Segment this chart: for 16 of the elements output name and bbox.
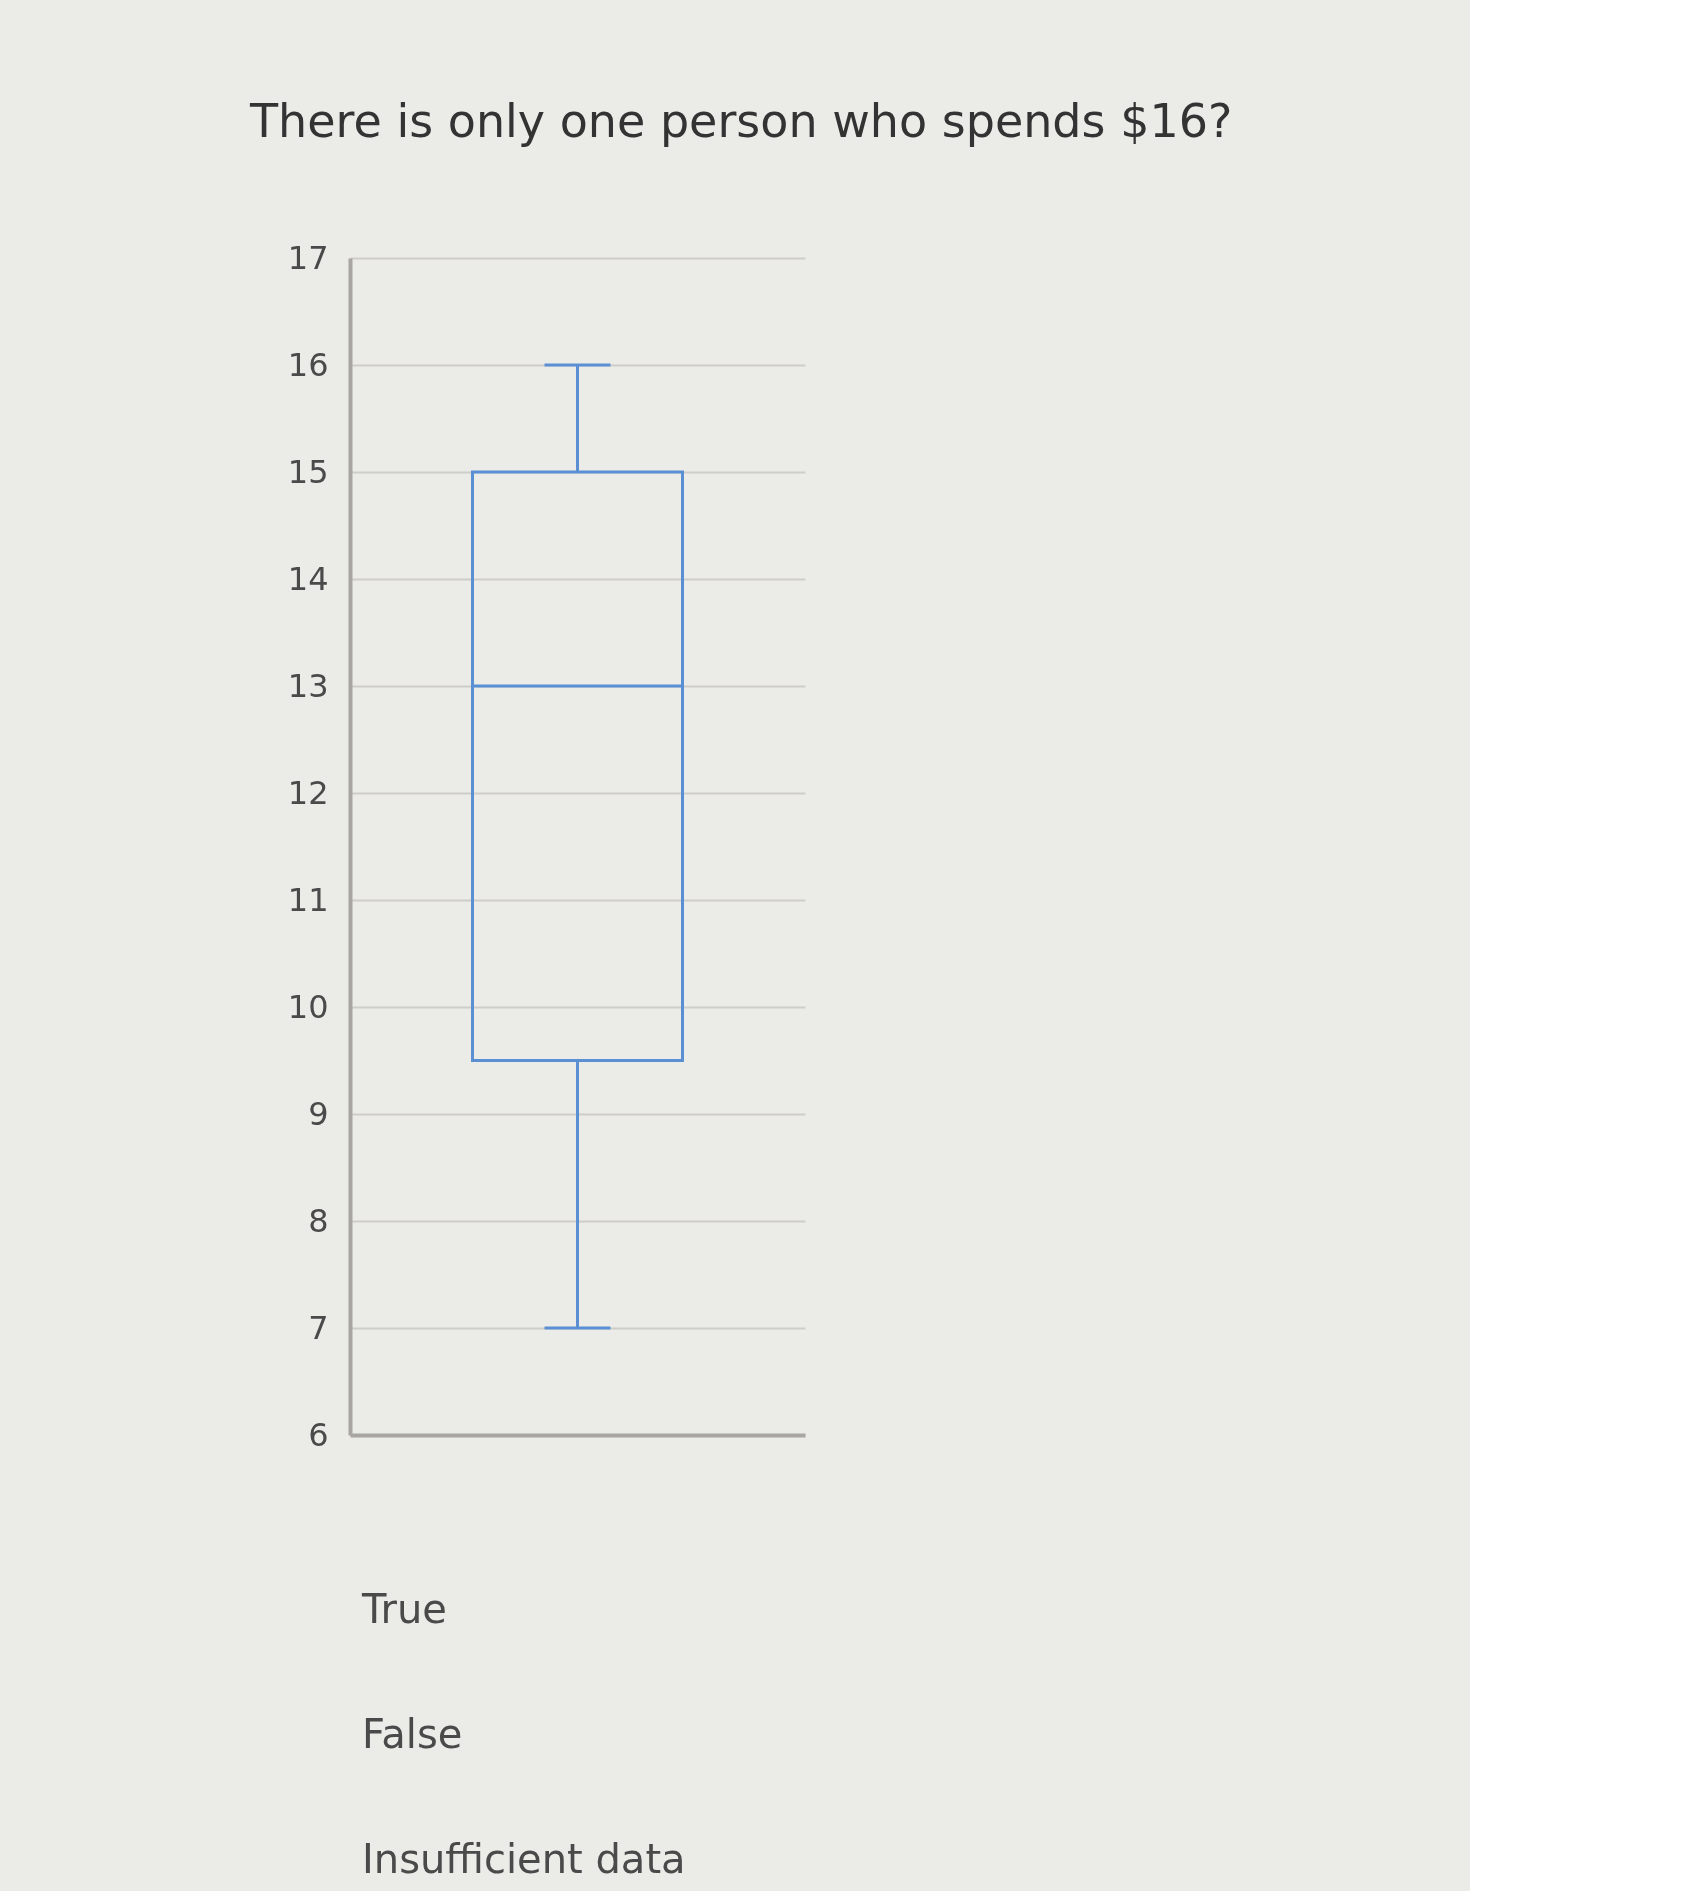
text: False — [362, 1711, 463, 1757]
y-tick-label: 6 — [308, 1415, 329, 1454]
text: Insufficient data — [362, 1836, 686, 1882]
y-tick-label: 8 — [308, 1201, 329, 1240]
y-tick-label: 15 — [287, 452, 329, 491]
y-tick-label: 7 — [308, 1308, 329, 1347]
chart-title: There is only one person who spends $16? — [249, 94, 1233, 148]
y-tick-label: 13 — [287, 666, 329, 705]
y-tick-label: 12 — [287, 773, 329, 812]
text: True — [361, 1586, 447, 1632]
y-tick-label: 9 — [308, 1094, 329, 1133]
y-tick-label: 14 — [287, 559, 329, 598]
y-tick-label: 16 — [287, 345, 329, 384]
y-tick-label: 11 — [287, 880, 329, 919]
y-tick-label: 10 — [287, 987, 329, 1026]
y-tick-label: 17 — [287, 238, 329, 277]
